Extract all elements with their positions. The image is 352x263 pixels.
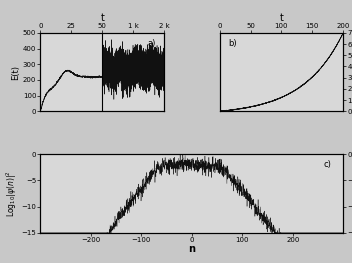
X-axis label: n: n — [188, 244, 195, 254]
X-axis label: t: t — [100, 13, 104, 23]
Y-axis label: E(t): E(t) — [11, 65, 20, 80]
Text: a): a) — [148, 39, 156, 48]
Text: b): b) — [228, 39, 237, 48]
Y-axis label: Log$_{10}|\psi(n)|^2$: Log$_{10}|\psi(n)|^2$ — [4, 170, 19, 217]
X-axis label: t: t — [279, 13, 283, 23]
Text: c): c) — [323, 160, 331, 169]
